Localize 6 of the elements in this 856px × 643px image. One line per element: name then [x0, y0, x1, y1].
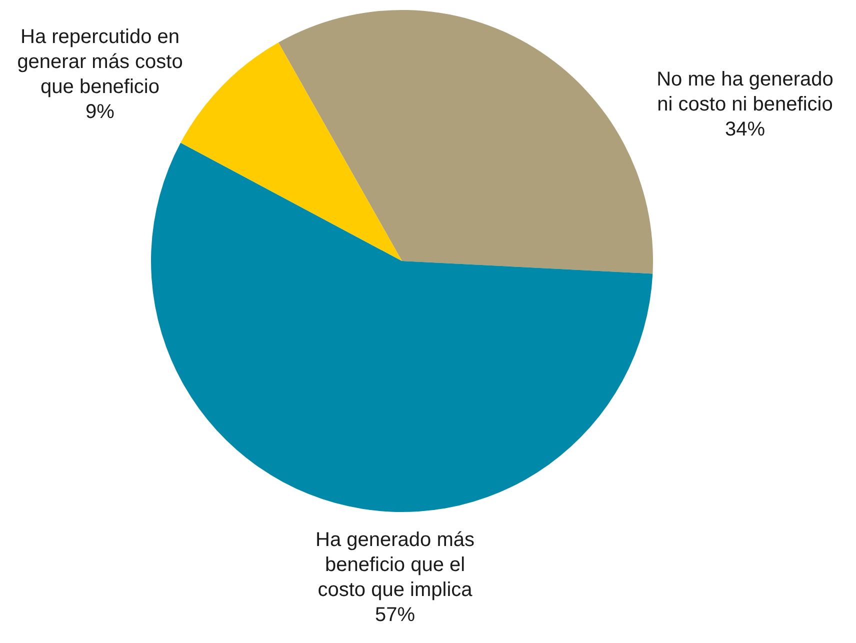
slice-label: Ha generado más beneficio que el costo que implica — [316, 529, 474, 602]
slice-label: No me ha generado ni costo ni beneficio — [656, 68, 834, 116]
data-label: 34% — [724, 118, 766, 141]
slice-label: Ha repercutido en generar más costo que beneficio — [17, 26, 183, 98]
data-label: 57% — [374, 604, 416, 626]
data-label: 9% — [86, 101, 115, 124]
